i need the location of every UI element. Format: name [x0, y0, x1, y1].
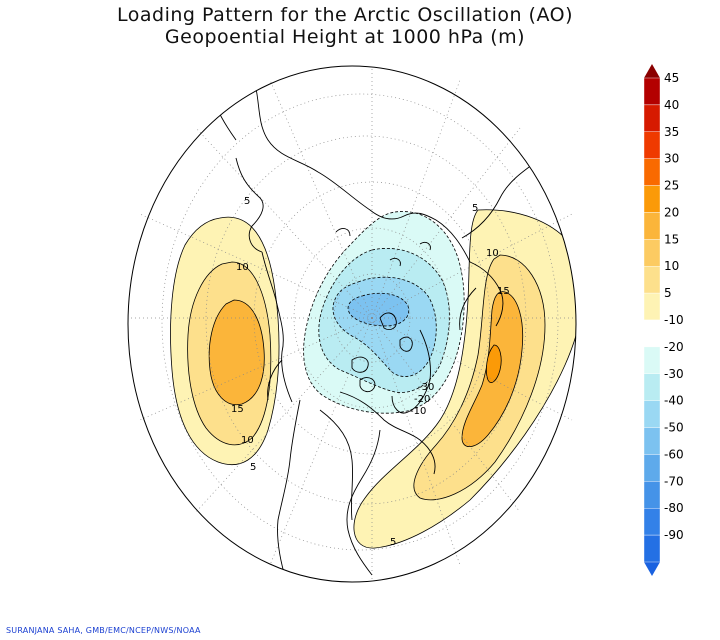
legend-swatch: [643, 481, 661, 509]
coastlines: [209, 69, 561, 581]
legend-swatch: [643, 534, 661, 563]
legend-swatch: [643, 319, 661, 348]
contour-labels: 5 10 15 10 5 5 10 15 5 -30 -20 -10: [231, 196, 510, 548]
legend-swatch: [643, 373, 661, 401]
contour-label: 5: [250, 462, 256, 473]
legend-swatch: [643, 266, 661, 294]
legend-label: -50: [664, 421, 684, 435]
contour-label: 15: [497, 286, 510, 297]
legend-label: 25: [664, 179, 679, 193]
legend-label: -90: [664, 528, 684, 542]
legend-swatch: [643, 400, 661, 428]
contour-label: -10: [410, 406, 426, 417]
map-border: [127, 65, 577, 583]
map-title: Loading Pattern for the Arctic Oscillati…: [117, 4, 573, 26]
meridians: [128, 66, 576, 582]
legend-swatch: [643, 131, 661, 159]
legend-label: -30: [664, 367, 684, 381]
legend-swatch: [643, 239, 661, 267]
legend-swatch: [643, 427, 661, 455]
legend-label: -20: [664, 340, 684, 354]
legend-top-arrow: [644, 64, 660, 78]
legend-swatch: [643, 508, 661, 536]
legend-label: 15: [664, 232, 679, 246]
contour-label: 10: [486, 248, 499, 259]
legend-swatch: [643, 346, 661, 374]
legend-swatch: [643, 292, 661, 321]
map-fields: [170, 209, 576, 549]
contour-label: 5: [244, 196, 250, 207]
contour-label: 5: [472, 203, 478, 214]
legend-label: -10: [664, 313, 684, 327]
legend-swatch: [643, 185, 661, 213]
legend-label: 30: [664, 152, 679, 166]
legend-swatch: [643, 158, 661, 186]
contour-label: 15: [231, 404, 244, 415]
credit-line: SURANJANA SAHA, GMB/EMC/NCEP/NWS/NOAA: [6, 626, 201, 635]
legend-label: -70: [664, 474, 684, 488]
legend-label: 40: [664, 98, 679, 112]
atlantic-contour-20: [486, 344, 502, 383]
contour-label: -30: [418, 382, 434, 393]
pacific-contour-15: [208, 299, 265, 406]
legend-label: 10: [664, 259, 679, 273]
legend-label: 5: [664, 286, 672, 300]
legend-swatch: [643, 212, 661, 240]
contour-label: 5: [390, 537, 396, 548]
legend-swatch: [643, 104, 661, 132]
legend-label: 45: [664, 71, 679, 85]
legend-label: -60: [664, 447, 684, 461]
color-legend: 45 40 35 30 25 20 15 10 5 -10 -20 -30 -40 -50 -60 -70 -8…: [643, 64, 684, 576]
legend-bottom-arrow: [644, 562, 660, 576]
contour-label: 10: [236, 262, 249, 273]
legend-label: 35: [664, 125, 679, 139]
contour-label: -20: [414, 394, 430, 405]
legend-label: -40: [664, 394, 684, 408]
legend-swatch: [643, 454, 661, 482]
legend-swatch: [643, 77, 661, 106]
legend-label: -80: [664, 501, 684, 515]
legend-label: 20: [664, 205, 679, 219]
contour-label: 10: [241, 435, 254, 446]
map-subtitle: Geopoential Height at 1000 hPa (m): [164, 26, 526, 48]
